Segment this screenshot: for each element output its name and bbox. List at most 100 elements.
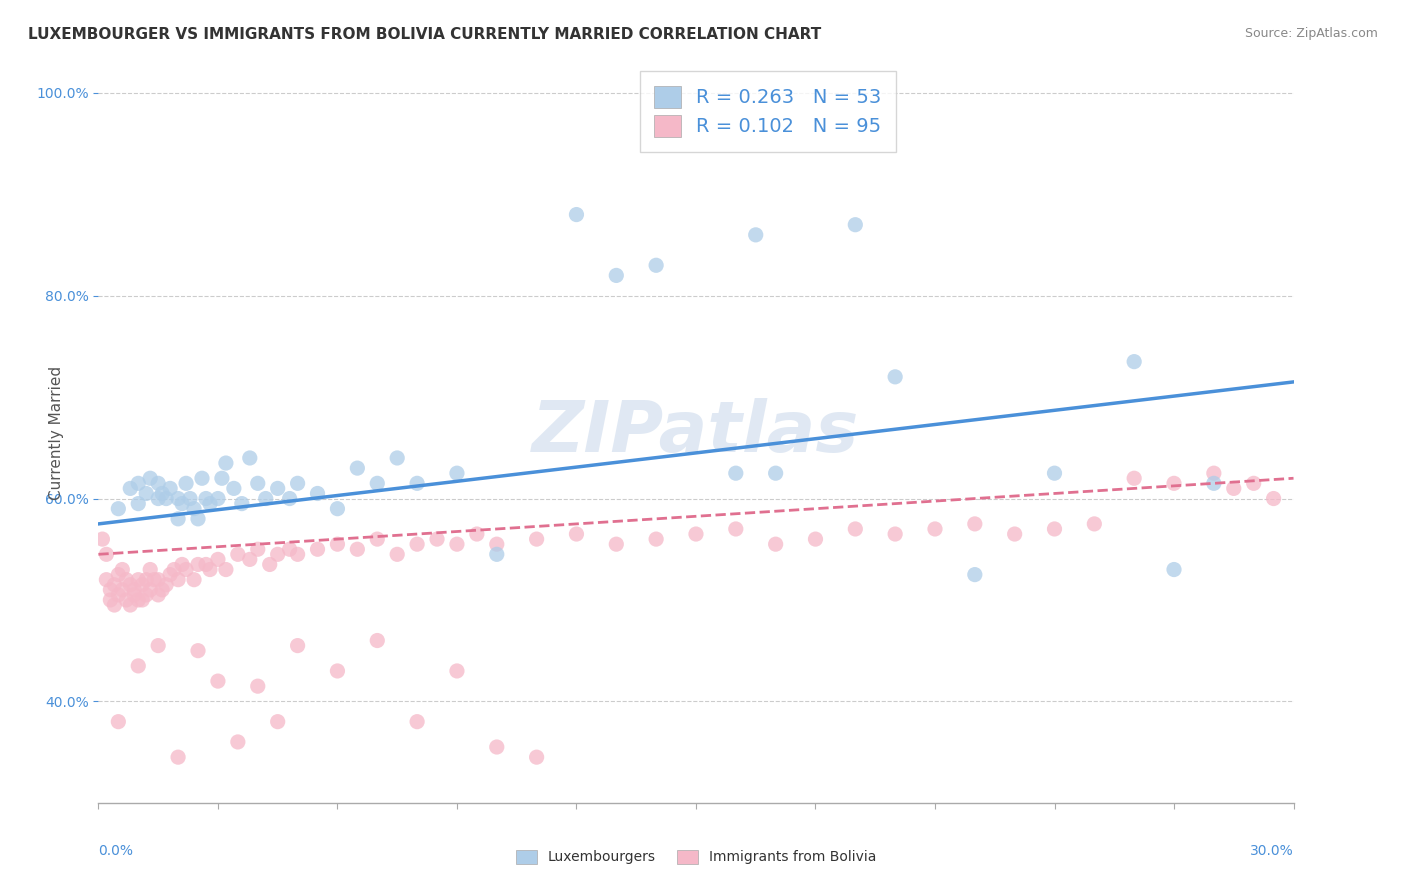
Point <box>963 516 986 531</box>
Point <box>446 537 468 551</box>
Point <box>127 659 149 673</box>
Point <box>150 486 173 500</box>
Point <box>198 497 221 511</box>
Point <box>98 593 122 607</box>
Point <box>1263 491 1285 506</box>
Point <box>159 482 181 496</box>
Point <box>605 537 627 551</box>
Point <box>131 593 153 607</box>
Point <box>645 532 668 546</box>
Point <box>135 588 157 602</box>
Point <box>167 750 190 764</box>
Point <box>1243 476 1265 491</box>
Point <box>565 208 588 222</box>
Point <box>765 466 787 480</box>
Point <box>111 562 134 576</box>
Point <box>366 476 388 491</box>
Point <box>267 714 290 729</box>
Point <box>167 573 190 587</box>
Point <box>239 450 262 465</box>
Legend: Luxembourgers, Immigrants from Bolivia: Luxembourgers, Immigrants from Bolivia <box>510 844 882 870</box>
Point <box>215 562 238 576</box>
Point <box>1043 522 1066 536</box>
Point <box>163 562 186 576</box>
Point <box>267 547 290 561</box>
Point <box>191 471 214 485</box>
Point <box>207 491 229 506</box>
Point <box>135 486 157 500</box>
Point <box>765 537 787 551</box>
Point <box>924 522 946 536</box>
Point <box>207 552 229 566</box>
Point <box>1202 466 1225 480</box>
Point <box>155 578 177 592</box>
Point <box>1083 516 1105 531</box>
Point <box>159 567 181 582</box>
Point <box>685 527 707 541</box>
Point <box>222 482 245 496</box>
Point <box>107 588 129 602</box>
Point <box>307 486 329 500</box>
Point <box>135 573 157 587</box>
Point <box>148 491 170 506</box>
Point <box>172 558 194 572</box>
Point <box>155 491 177 506</box>
Point <box>724 522 747 536</box>
Point <box>139 471 162 485</box>
Point <box>1202 476 1225 491</box>
Point <box>127 593 149 607</box>
Point <box>115 593 138 607</box>
Point <box>107 714 129 729</box>
Point <box>526 532 548 546</box>
Point <box>804 532 827 546</box>
Point <box>1123 354 1146 368</box>
Point <box>195 491 218 506</box>
Point <box>1223 482 1246 496</box>
Point <box>143 573 166 587</box>
Text: 0.0%: 0.0% <box>98 844 134 857</box>
Text: 30.0%: 30.0% <box>1250 844 1294 857</box>
Text: Currently Married: Currently Married <box>49 366 65 500</box>
Point <box>103 598 125 612</box>
Point <box>198 562 221 576</box>
Point <box>139 582 162 597</box>
Point <box>605 268 627 283</box>
Point <box>406 476 429 491</box>
Text: Source: ZipAtlas.com: Source: ZipAtlas.com <box>1244 27 1378 40</box>
Point <box>183 501 205 516</box>
Point <box>1004 527 1026 541</box>
Point <box>565 527 588 541</box>
Point <box>139 562 162 576</box>
Point <box>195 558 218 572</box>
Point <box>526 750 548 764</box>
Point <box>366 633 388 648</box>
Point <box>406 714 429 729</box>
Text: ZIPatlas: ZIPatlas <box>533 398 859 467</box>
Point <box>91 532 114 546</box>
Point <box>485 537 508 551</box>
Point <box>179 491 201 506</box>
Point <box>174 476 197 491</box>
Point <box>150 582 173 597</box>
Point <box>231 497 253 511</box>
Point <box>963 567 986 582</box>
Point <box>446 466 468 480</box>
Point <box>465 527 488 541</box>
Point <box>96 573 118 587</box>
Point <box>446 664 468 678</box>
Text: LUXEMBOURGER VS IMMIGRANTS FROM BOLIVIA CURRENTLY MARRIED CORRELATION CHART: LUXEMBOURGER VS IMMIGRANTS FROM BOLIVIA … <box>28 27 821 42</box>
Point <box>246 679 269 693</box>
Point <box>174 562 197 576</box>
Point <box>326 501 349 516</box>
Point <box>127 476 149 491</box>
Point <box>1163 562 1185 576</box>
Point <box>124 582 146 597</box>
Point <box>287 547 309 561</box>
Point <box>226 735 249 749</box>
Point <box>278 491 301 506</box>
Point <box>1123 471 1146 485</box>
Point <box>167 491 190 506</box>
Point <box>366 532 388 546</box>
Point <box>103 578 125 592</box>
Point <box>844 218 866 232</box>
